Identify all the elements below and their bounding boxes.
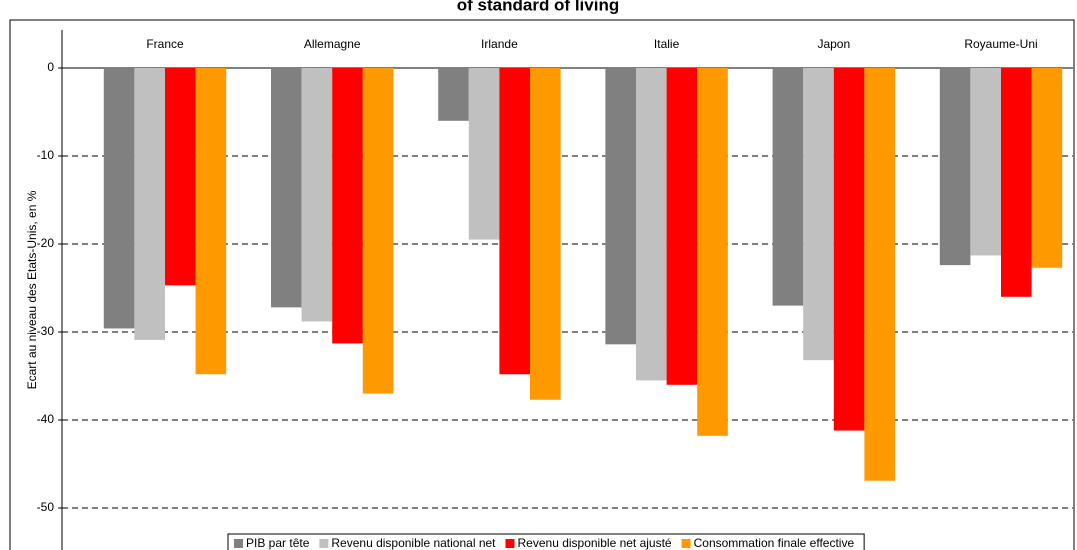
bar xyxy=(803,68,834,361)
category-label: France xyxy=(146,37,184,51)
y-tick-label: -30 xyxy=(37,324,55,338)
y-axis-label: Ecart au niveau des Etats-Unis, en % xyxy=(25,190,39,389)
category-label: Japon xyxy=(817,37,850,51)
legend-label: Revenu disponible national net xyxy=(331,536,496,550)
category-label: Irlande xyxy=(481,37,518,51)
bar xyxy=(605,68,636,345)
y-tick-label: -20 xyxy=(37,236,55,250)
category-label: Allemagne xyxy=(304,37,361,51)
category-label: Italie xyxy=(654,37,680,51)
legend-swatch xyxy=(505,539,515,548)
bar xyxy=(864,68,895,481)
legend-swatch xyxy=(234,539,243,548)
bar xyxy=(1031,68,1063,268)
bar xyxy=(772,68,804,306)
bar xyxy=(271,68,302,308)
chart-title: of standard of living xyxy=(457,0,619,14)
category-label: Royaume-Uni xyxy=(964,37,1037,51)
legend: PIB par tête Revenu disponible national n… xyxy=(227,533,865,550)
bar xyxy=(165,68,196,286)
bar xyxy=(195,68,227,375)
bar xyxy=(499,68,530,375)
bar xyxy=(833,68,865,431)
bar xyxy=(134,68,165,340)
legend-swatch xyxy=(319,539,329,548)
bar xyxy=(103,68,135,329)
chart-frame xyxy=(9,19,1075,550)
bar xyxy=(332,68,363,344)
bar xyxy=(697,68,728,436)
legend-swatch xyxy=(681,539,691,548)
y-tick-label: 0 xyxy=(47,60,54,74)
bar xyxy=(468,68,500,240)
legend-label: Revenu disponible net ajusté xyxy=(518,536,672,550)
bar xyxy=(636,68,667,381)
y-tick-label: -40 xyxy=(37,412,55,426)
bar xyxy=(301,68,333,322)
y-tick-label: -50 xyxy=(37,500,55,514)
bar xyxy=(530,68,561,400)
bar xyxy=(970,68,1001,256)
legend-label: PIB par tête xyxy=(246,536,310,550)
y-tick-label: -10 xyxy=(37,148,55,162)
bar xyxy=(939,68,971,266)
bar xyxy=(362,68,394,394)
bar xyxy=(438,68,469,121)
legend-box xyxy=(227,533,865,550)
legend-label: Consommation finale effective xyxy=(694,536,855,550)
bar xyxy=(666,68,698,385)
bar xyxy=(1001,68,1032,297)
